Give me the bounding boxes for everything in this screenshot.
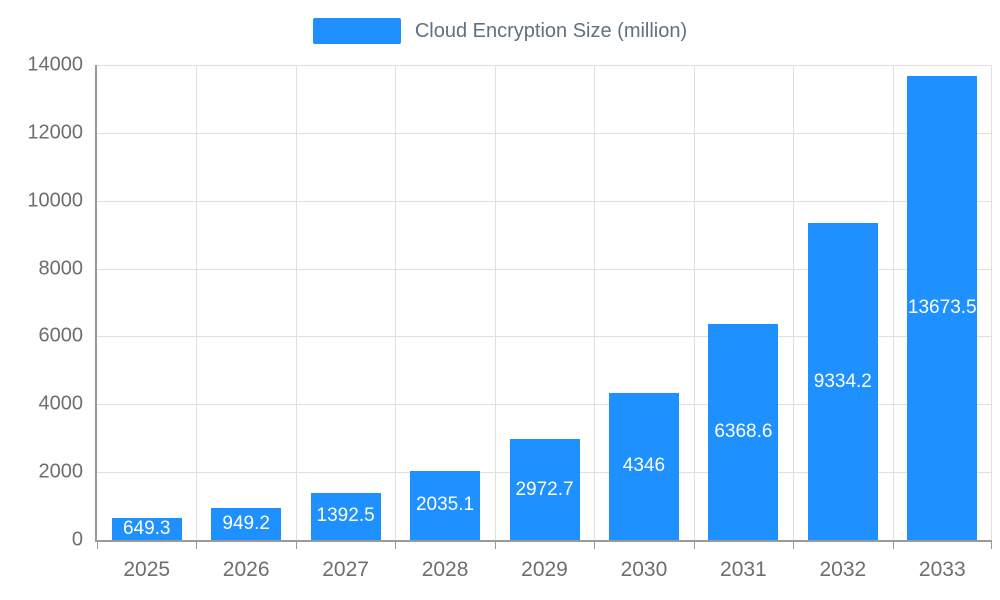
bar-value-label: 949.2: [222, 512, 270, 534]
plot-area: 0 2000 4000 6000 8000 10000 12000 14000 649.3 202…: [27, 54, 992, 581]
x-axis-tick-label: 2031: [720, 558, 767, 581]
h-gridline: [97, 336, 992, 338]
x-axis-tick-mark: [494, 542, 496, 549]
x-axis-tick-label: 2027: [322, 558, 369, 581]
h-gridline: [97, 268, 992, 270]
x-axis-tick-label: 2028: [421, 558, 469, 581]
v-gridline: [295, 65, 297, 540]
x-axis-tick-mark: [793, 542, 795, 549]
h-gridline: [97, 132, 992, 134]
y-axis-tick-label: 2000: [38, 460, 84, 483]
y-axis-tick-label: 10000: [27, 189, 83, 212]
v-gridline: [196, 65, 198, 540]
bar-value-label: 2972.7: [515, 478, 574, 500]
bar-2033[interactable]: [907, 76, 978, 540]
v-gridline: [991, 65, 992, 540]
bar-2028[interactable]: [410, 470, 481, 540]
bar-value-label: 2035.1: [415, 494, 475, 516]
x-axis-tick-label: 2025: [123, 558, 171, 581]
v-gridline: [892, 65, 894, 540]
x-axis-tick-label: 2030: [620, 558, 668, 581]
bar-2030[interactable]: [608, 392, 679, 540]
y-axis-tick-label: 0: [71, 528, 83, 551]
x-axis-tick-mark: [295, 542, 297, 549]
bar-value-label: 6368.6: [714, 420, 773, 442]
bar-value-label: 9334.2: [813, 370, 872, 392]
x-axis-tick-label: 2033: [918, 558, 966, 581]
v-gridline: [395, 65, 397, 540]
bar-2026[interactable]: [211, 507, 282, 540]
h-gridline: [97, 200, 992, 202]
bar-2031[interactable]: [708, 323, 779, 540]
x-axis-tick-label: 2026: [222, 558, 270, 581]
h-gridline: [97, 404, 992, 406]
v-gridline: [494, 65, 496, 540]
v-gridline: [693, 65, 695, 540]
x-axis-tick-mark: [892, 542, 894, 549]
v-gridline: [594, 65, 596, 540]
y-axis-tick-label: 12000: [27, 121, 83, 144]
y-axis-tick-label: 4000: [38, 392, 84, 415]
x-axis-tick-mark: [594, 542, 596, 549]
legend-swatch: [312, 18, 401, 44]
x-axis-tick-mark: [991, 542, 992, 549]
bar-2032[interactable]: [807, 223, 878, 540]
h-gridline: [97, 65, 992, 66]
legend[interactable]: Cloud Encryption Size (million): [0, 16, 1000, 46]
v-gridline: [793, 65, 795, 540]
x-axis-tick-label: 2029: [521, 558, 568, 581]
x-axis-tick-mark: [196, 542, 198, 549]
bar-value-label: 13673.5: [907, 297, 977, 319]
x-axis-tick-label: 2032: [819, 558, 867, 581]
y-axis-tick-label: 6000: [38, 324, 84, 347]
y-axis-tick-label: 8000: [38, 257, 84, 280]
bar-2027[interactable]: [310, 492, 381, 540]
bar-value-label: 4346: [622, 455, 666, 477]
bar-value-label: 649.3: [122, 517, 171, 539]
bar-value-label: 1392.5: [316, 505, 375, 527]
bar-2025[interactable]: [111, 517, 182, 540]
legend-label: Cloud Encryption Size (million): [414, 19, 688, 42]
x-axis-tick-mark: [97, 542, 98, 549]
bar-2029[interactable]: [509, 439, 580, 540]
x-axis-tick-mark: [395, 542, 397, 549]
y-axis-tick-label: 14000: [27, 53, 83, 76]
x-axis-tick-mark: [693, 542, 695, 549]
